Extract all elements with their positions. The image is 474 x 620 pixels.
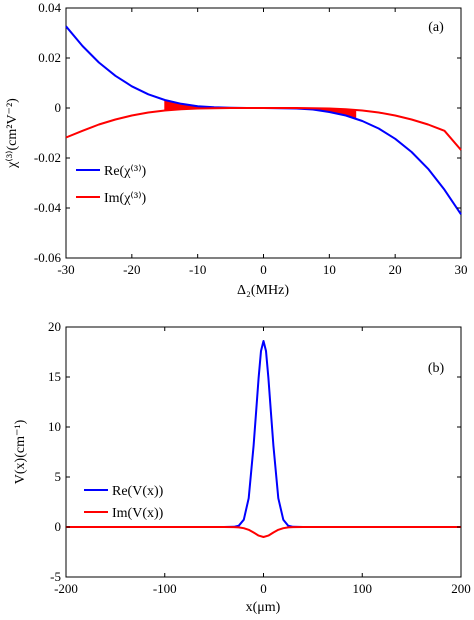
x-tick-label: 20 [389, 262, 402, 277]
series-line [66, 526, 461, 538]
y-tick-label: 20 [48, 319, 61, 334]
legend-label-im-a: Im(χ⁽³⁾) [104, 191, 147, 206]
y-tick-label: 15 [48, 369, 61, 384]
plot-area-a [65, 7, 462, 259]
chart-panel-b: -200 -100 0 100 200 -5 0 5 10 15 20 (b) Re(V(x)) I… [13, 319, 471, 615]
y-tick-label: 10 [48, 419, 61, 434]
x-axis-label-a: Δ₂(MHz) [237, 283, 289, 298]
y-tick-label: 0.02 [38, 50, 61, 65]
y-tick-label: 5 [55, 469, 62, 484]
plot-area-b [65, 326, 462, 578]
x-axis-label-b: x(μm) [246, 600, 281, 615]
legend-b: Re(V(x)) Im(V(x)) [84, 484, 164, 521]
legend-a: Re(χ⁽³⁾) Im(χ⁽³⁾) [76, 164, 147, 206]
y-tick-label: -0.06 [34, 250, 62, 265]
y-tick-label: 0 [55, 100, 62, 115]
x-tick-label: 200 [451, 581, 471, 596]
x-tick-label: -100 [153, 581, 177, 596]
legend-label-re-b: Re(V(x)) [112, 484, 164, 499]
panel-label-a: (a) [428, 20, 444, 35]
x-tick-label: 0 [260, 262, 267, 277]
x-tick-label: -10 [189, 262, 206, 277]
y-tick-label: 0 [55, 519, 62, 534]
ticks-a: -30 -20 -10 0 10 20 30 -0.06 -0.04 -0.02 0 0.02 0.04 [34, 0, 468, 277]
panel-label-b: (b) [428, 361, 445, 376]
series-line [65, 107, 462, 151]
y-tick-label: -5 [50, 569, 61, 584]
x-tick-label: 100 [353, 581, 373, 596]
x-tick-label: 0 [260, 581, 267, 596]
x-tick-label: -30 [57, 262, 74, 277]
series-lines-b [66, 340, 461, 538]
y-axis-label-a: χ⁽³⁾(cm²V⁻²) [5, 98, 20, 169]
ticks-b: -200 -100 0 100 200 -5 0 5 10 15 20 [48, 319, 471, 596]
y-tick-label: -0.02 [34, 150, 61, 165]
y-tick-label: -0.04 [34, 200, 62, 215]
x-tick-label: -20 [123, 262, 140, 277]
x-tick-label: -200 [54, 581, 78, 596]
y-axis-label-b: V(x)(cm⁻¹) [13, 419, 28, 484]
x-tick-label: 10 [323, 262, 336, 277]
y-tick-label: 0.04 [38, 0, 61, 15]
legend-label-im-b: Im(V(x)) [112, 506, 164, 521]
chart-panel-a: -30 -20 -10 0 10 20 30 -0.06 -0.04 -0.02 0 0.02 0.04… [5, 0, 468, 298]
series-line [66, 340, 461, 528]
legend-label-re-a: Re(χ⁽³⁾) [104, 164, 147, 179]
x-tick-label: 30 [455, 262, 468, 277]
series-lines-a [65, 25, 462, 215]
